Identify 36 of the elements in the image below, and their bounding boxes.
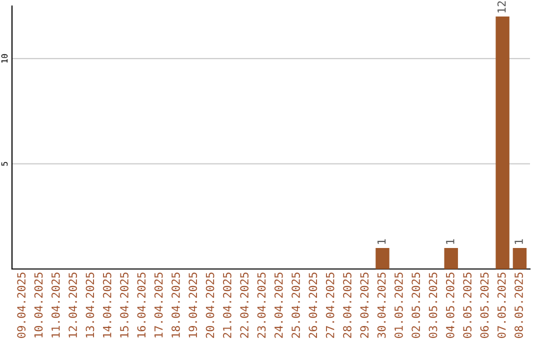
x-tick-label: 08.05.2025 [514,272,523,338]
x-tick-label: 13.04.2025 [86,272,94,338]
x-tick-label: 15.04.2025 [120,272,128,338]
x-tick-label: 28.04.2025 [343,272,352,338]
x-tick-label: 26.04.2025 [308,272,318,338]
y-tick-label: 10 [1,54,8,63]
x-tick-label: 19.04.2025 [188,272,198,338]
x-tick-label: 24.04.2025 [274,272,283,338]
data-label: 1 [514,239,523,244]
x-tick-label: 09.04.2025 [17,272,26,338]
x-tick-label: 11.04.2025 [51,272,60,338]
data-label: 1 [377,239,386,244]
x-tick-label: 17.04.2025 [154,272,163,338]
x-tick-label: 29.04.2025 [360,272,369,338]
x-tick-label: 02.05.2025 [412,272,420,338]
x-tick-label: 25.04.2025 [292,272,300,338]
x-tick-label: 04.05.2025 [446,272,454,338]
x-tick-label: 12.04.2025 [68,272,77,338]
data-label: 1 [446,239,454,244]
x-tick-label: 21.04.2025 [222,272,232,338]
x-tick-label: 30.04.2025 [377,272,386,338]
x-tick-label: 01.05.2025 [394,272,403,338]
x-tick-label: 05.05.2025 [463,272,472,338]
x-tick-label: 03.05.2025 [428,272,438,338]
x-tick-label: 06.05.2025 [480,272,489,338]
x-tick-label: 18.04.2025 [172,272,180,338]
x-tick-label: 16.04.2025 [137,272,146,338]
x-tick-label: 20.04.2025 [206,272,214,338]
x-tick-label: 07.05.2025 [497,272,506,338]
data-label: 12 [497,1,506,12]
y-tick-label: 5 [1,162,8,166]
x-tick-label: 10.04.2025 [34,272,43,338]
x-tick-label: 14.04.2025 [102,272,112,338]
x-tick-label: 22.04.2025 [240,272,249,338]
x-tick-label: 23.04.2025 [257,272,266,338]
x-tick-label: 27.04.2025 [326,272,334,338]
